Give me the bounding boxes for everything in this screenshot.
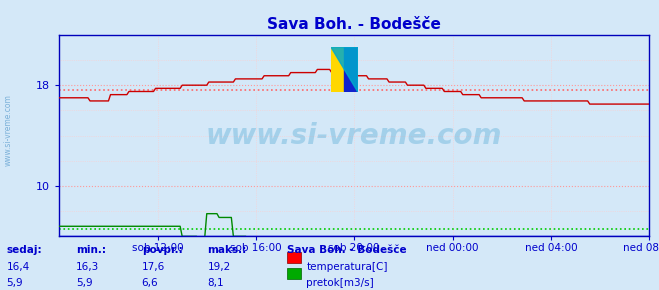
Text: temperatura[C]: temperatura[C]	[306, 262, 388, 271]
Text: 8,1: 8,1	[208, 278, 224, 288]
Text: sedaj:: sedaj:	[7, 245, 42, 255]
Text: www.si-vreme.com: www.si-vreme.com	[206, 122, 502, 150]
Text: 5,9: 5,9	[7, 278, 23, 288]
Title: Sava Boh. - Bodešče: Sava Boh. - Bodešče	[268, 17, 441, 32]
Text: www.si-vreme.com: www.si-vreme.com	[3, 95, 13, 166]
Text: 16,4: 16,4	[7, 262, 30, 271]
Text: 19,2: 19,2	[208, 262, 231, 271]
Text: 17,6: 17,6	[142, 262, 165, 271]
Text: min.:: min.:	[76, 245, 106, 255]
Text: 6,6: 6,6	[142, 278, 158, 288]
Text: maks.:: maks.:	[208, 245, 247, 255]
Text: 5,9: 5,9	[76, 278, 92, 288]
Text: 16,3: 16,3	[76, 262, 99, 271]
Text: pretok[m3/s]: pretok[m3/s]	[306, 278, 374, 288]
Text: Sava Boh. - Bodešče: Sava Boh. - Bodešče	[287, 245, 407, 255]
Text: povpr.:: povpr.:	[142, 245, 183, 255]
